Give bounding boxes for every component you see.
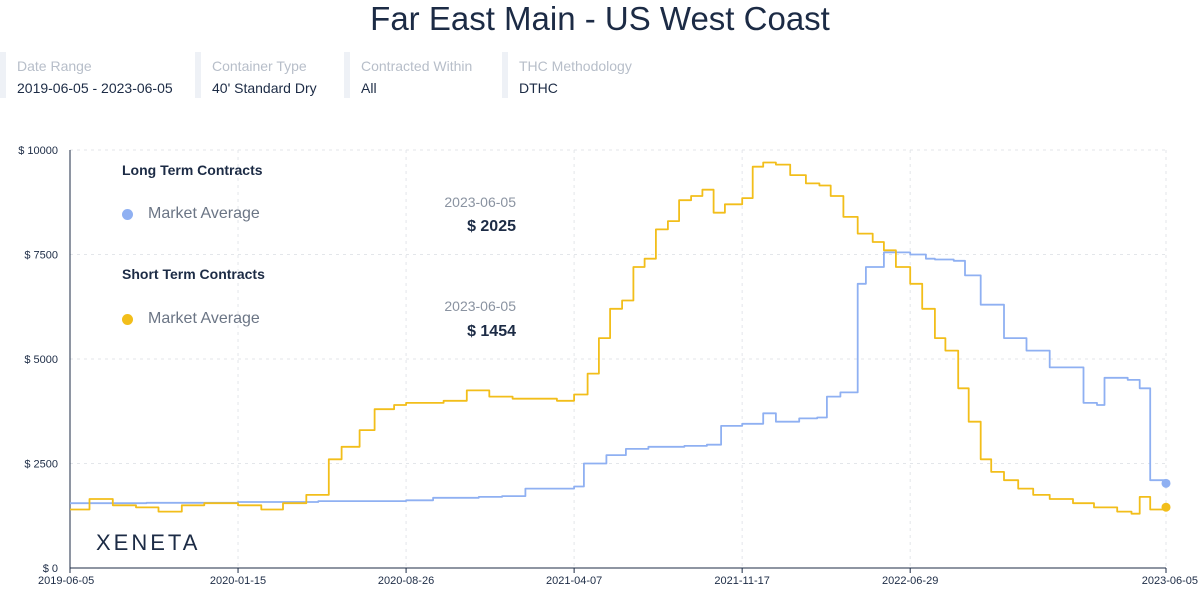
long-term-end-point: [1161, 478, 1171, 488]
filter-value: All: [361, 80, 377, 96]
y-tick-label: $ 7500: [24, 250, 58, 262]
filter-divider: [502, 52, 508, 98]
filter-label: Date Range: [17, 58, 92, 74]
legend-long-term-marker: [122, 209, 133, 220]
x-tick-label: 2020-08-26: [378, 575, 434, 587]
legend-long-term-item[interactable]: Market Average: [148, 205, 260, 222]
short-term-value: $ 1454: [467, 323, 516, 340]
filter-value: 2019-06-05 - 2023-06-05: [17, 80, 173, 96]
short-term-date: 2023-06-05: [444, 298, 516, 314]
x-tick-label: 2021-11-17: [714, 575, 769, 587]
filter-label: THC Methodology: [519, 58, 632, 74]
xeneta-logo: XENETA: [96, 530, 201, 555]
filter-contracted-within[interactable]: Contracted Within All: [344, 52, 472, 100]
y-tick-label: $ 10000: [18, 145, 58, 157]
x-tick-label: 2021-04-07: [546, 575, 602, 587]
legend-short-term-item[interactable]: Market Average: [148, 310, 260, 327]
x-tick-label: 2022-06-29: [882, 575, 938, 587]
legend-long-term-title: Long Term Contracts: [122, 162, 263, 178]
filter-label: Container Type: [212, 58, 307, 74]
x-tick-label: 2020-01-15: [210, 575, 266, 587]
filter-divider: [195, 52, 201, 98]
filter-date-range[interactable]: Date Range 2019-06-05 - 2023-06-05: [0, 52, 173, 100]
filter-label: Contracted Within: [361, 58, 473, 74]
filter-divider: [0, 52, 6, 98]
short-term-end-point: [1161, 502, 1171, 512]
chart-title: Far East Main - US West Coast: [370, 0, 830, 37]
long-term-date: 2023-06-05: [444, 194, 516, 210]
filter-container-type[interactable]: Container Type 40' Standard Dry: [195, 52, 317, 100]
filter-divider: [344, 52, 350, 98]
long-term-value: $ 2025: [467, 218, 516, 235]
filter-value: DTHC: [519, 80, 558, 96]
short-term-series-line: [70, 161, 1167, 515]
legend-short-term-title: Short Term Contracts: [122, 266, 265, 282]
long-term-series-line: [70, 251, 1167, 505]
x-tick-label: 2023-06-05: [1142, 575, 1198, 587]
filter-value: 40' Standard Dry: [212, 80, 317, 96]
legend-short-term-marker: [122, 314, 133, 325]
y-tick-label: $ 2500: [24, 459, 58, 471]
x-tick-label: 2019-06-05: [38, 575, 94, 587]
filter-thc-methodology[interactable]: THC Methodology DTHC: [502, 52, 632, 100]
y-tick-label: $ 5000: [24, 354, 58, 366]
y-tick-label: $ 0: [43, 563, 58, 575]
